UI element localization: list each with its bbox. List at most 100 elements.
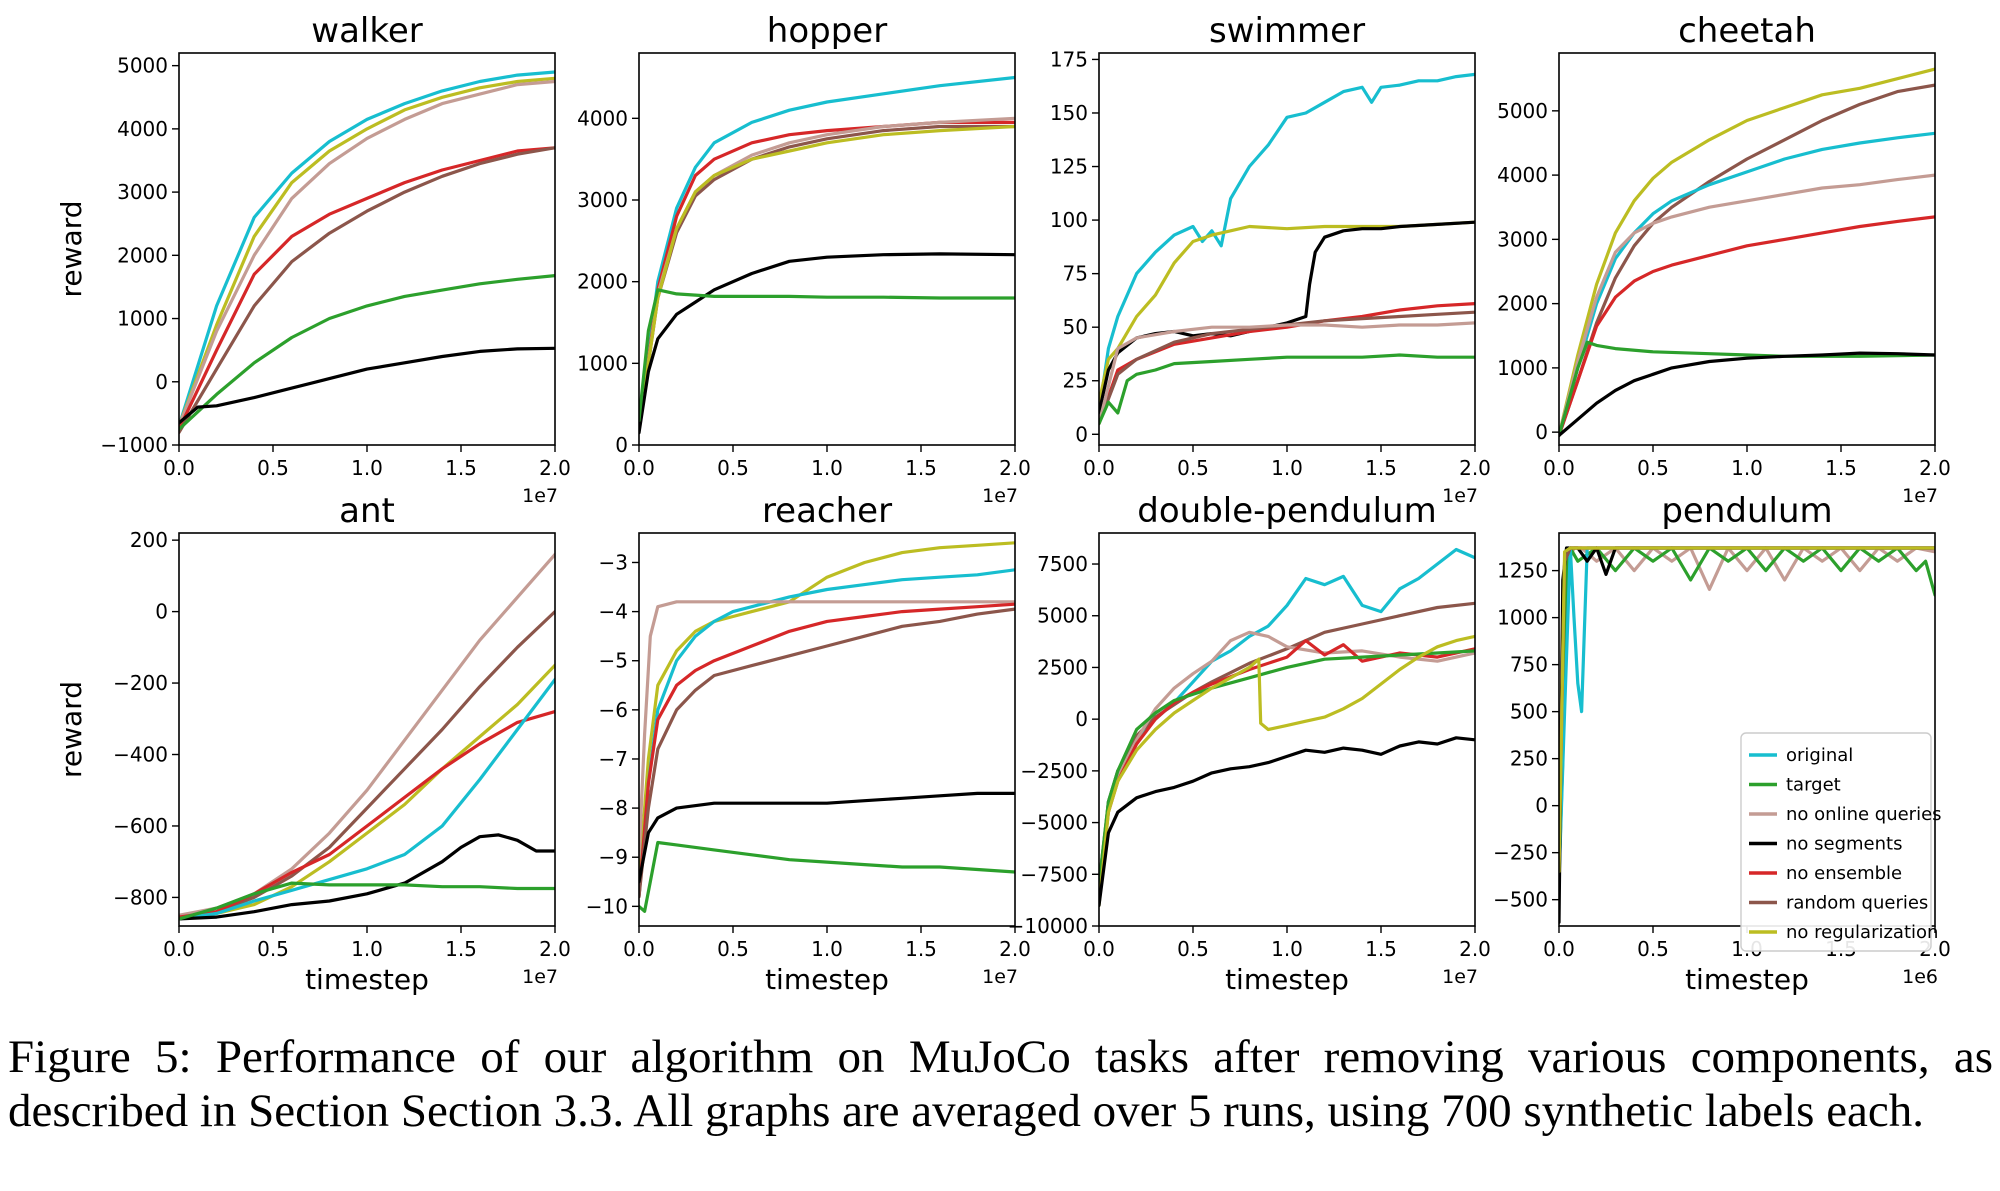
chart-panel-ant: 0.0 0.5 1.0 1.5 2.0 −800 −600 −400 −200 0 200 1e7 an… xyxy=(55,491,571,996)
x-tick-label: 0.5 xyxy=(717,937,749,961)
chart-title: walker xyxy=(311,11,422,51)
y-axis-label: reward xyxy=(55,681,88,778)
y-tick-label: 175 xyxy=(1050,47,1088,71)
y-tick-label: 250 xyxy=(1510,747,1548,771)
figure-caption: Figure 5: Performance of our algorithm o… xyxy=(8,1030,1993,1138)
series-line-no-segments xyxy=(1559,351,1935,437)
chart-panel-walker: 0.0 0.5 1.0 1.5 2.0 −1000 0 1000 2000 3000 4000 500… xyxy=(55,11,571,507)
series-line-random-queries xyxy=(1099,310,1475,426)
y-tick-label: −3 xyxy=(599,550,628,574)
x-multiplier-label: 1e7 xyxy=(522,966,558,988)
x-axis-label: timestep xyxy=(765,963,889,996)
y-tick-label: −5000 xyxy=(1020,811,1088,835)
y-tick-label: 0 xyxy=(155,600,168,624)
x-tick-label: 0.0 xyxy=(1083,937,1115,961)
series-line-target xyxy=(639,840,1015,913)
y-tick-label: 1000 xyxy=(1497,356,1548,380)
legend-label: target xyxy=(1786,775,1841,796)
y-tick-label: 3000 xyxy=(117,180,168,204)
series-line-original xyxy=(1099,72,1475,415)
x-tick-label: 2.0 xyxy=(539,456,571,480)
y-tick-label: −1000 xyxy=(100,433,168,457)
series-line-target xyxy=(1099,649,1475,887)
y-tick-label: 750 xyxy=(1510,653,1548,677)
y-tick-label: 25 xyxy=(1063,369,1088,393)
x-tick-label: 2.0 xyxy=(999,937,1031,961)
series-line-no-online-queries xyxy=(639,600,1015,859)
chart-panel-hopper: 0.0 0.5 1.0 1.5 2.0 0 1000 2000 3000 4000 1e7 hoppe… xyxy=(577,11,1031,507)
x-tick-label: 1.5 xyxy=(1365,937,1397,961)
y-tick-label: 5000 xyxy=(1497,99,1548,123)
series-line-no-online-queries xyxy=(1559,546,1935,751)
y-tick-label: 5000 xyxy=(117,54,168,78)
series-line-target xyxy=(1559,340,1935,437)
x-tick-label: 1.5 xyxy=(445,456,477,480)
y-tick-label: 4000 xyxy=(1497,163,1548,187)
series-line-no-ensemble xyxy=(1099,638,1475,897)
chart-title: hopper xyxy=(767,11,887,51)
legend-label: original xyxy=(1786,745,1853,766)
y-tick-label: −250 xyxy=(1493,841,1548,865)
series-line-random-queries xyxy=(639,124,1015,431)
x-multiplier-label: 1e7 xyxy=(982,485,1018,507)
series-line-no-ensemble xyxy=(1559,215,1935,437)
y-tick-label: 0 xyxy=(1075,707,1088,731)
x-tick-label: 0.5 xyxy=(1637,456,1669,480)
y-tick-label: 3000 xyxy=(1497,227,1548,251)
chart-panel-cheetah: 0.0 0.5 1.0 1.5 2.0 0 1000 2000 3000 4000 5000 1e7 c… xyxy=(1497,11,1951,507)
x-axis-label: timestep xyxy=(305,963,429,996)
y-tick-label: −6 xyxy=(599,698,628,722)
x-tick-label: 0.0 xyxy=(623,937,655,961)
x-tick-label: 1.5 xyxy=(1825,456,1857,480)
y-tick-label: −200 xyxy=(113,671,168,695)
series-line-original xyxy=(179,677,555,921)
series-line-no-regularization xyxy=(639,124,1015,431)
chart-title: pendulum xyxy=(1661,491,1832,531)
legend-label: no regularization xyxy=(1786,922,1938,943)
series-line-target xyxy=(639,288,1015,423)
y-tick-label: −7500 xyxy=(1020,862,1088,886)
series-line-no-segments xyxy=(1099,736,1475,907)
x-tick-label: 0.0 xyxy=(623,456,655,480)
series-line-no-online-queries xyxy=(179,79,555,428)
y-tick-label: 1000 xyxy=(117,307,168,331)
x-tick-label: 2.0 xyxy=(999,456,1031,480)
x-tick-label: 2.0 xyxy=(1919,456,1951,480)
chart-panel-double-pendulum: 0.0 0.5 1.0 1.5 2.0 −10000 −7500 −5000 −2500 0 250… xyxy=(1008,491,1491,996)
series-line-target xyxy=(1099,353,1475,426)
x-multiplier-label: 1e7 xyxy=(522,485,558,507)
series-line-original xyxy=(1559,131,1935,437)
x-tick-label: 0.5 xyxy=(717,456,749,480)
series-line-original xyxy=(639,75,1015,431)
y-tick-label: 2500 xyxy=(1037,655,1088,679)
y-tick-label: 4000 xyxy=(577,106,628,130)
series-line-no-regularization xyxy=(1099,220,1475,404)
x-tick-label: 1.5 xyxy=(1365,456,1397,480)
x-tick-label: 0.0 xyxy=(163,456,195,480)
y-tick-label: 75 xyxy=(1063,262,1088,286)
y-tick-label: −5 xyxy=(599,649,628,673)
series-line-target xyxy=(179,881,555,921)
y-tick-label: 2000 xyxy=(117,243,168,267)
y-tick-label: −7 xyxy=(599,747,628,771)
y-tick-label: 1250 xyxy=(1497,559,1548,583)
x-tick-label: 0.0 xyxy=(163,937,195,961)
y-tick-label: −4 xyxy=(599,600,628,624)
axes-frame xyxy=(178,52,556,446)
y-tick-label: 0 xyxy=(615,433,628,457)
y-tick-label: 4000 xyxy=(117,117,168,141)
x-tick-label: 1.5 xyxy=(445,937,477,961)
x-tick-label: 1.0 xyxy=(811,937,843,961)
series-line-random-queries xyxy=(179,609,555,921)
y-tick-label: 50 xyxy=(1063,315,1088,339)
caption-text: Performance of our algorithm on MuJoCo t… xyxy=(8,1031,1993,1137)
y-tick-label: 0 xyxy=(1075,422,1088,446)
x-axis-label: timestep xyxy=(1225,963,1349,996)
axes-frame xyxy=(1558,52,1936,446)
series-line-no-segments xyxy=(179,833,555,921)
series-line-no-regularization xyxy=(1559,67,1935,437)
series-line-no-segments xyxy=(639,252,1015,435)
y-tick-label: 125 xyxy=(1050,155,1088,179)
chart-panel-swimmer: 0.0 0.5 1.0 1.5 2.0 0 25 50 75 100 125 150 175 1e7 swi… xyxy=(1050,11,1491,507)
x-tick-label: 0.0 xyxy=(1543,456,1575,480)
